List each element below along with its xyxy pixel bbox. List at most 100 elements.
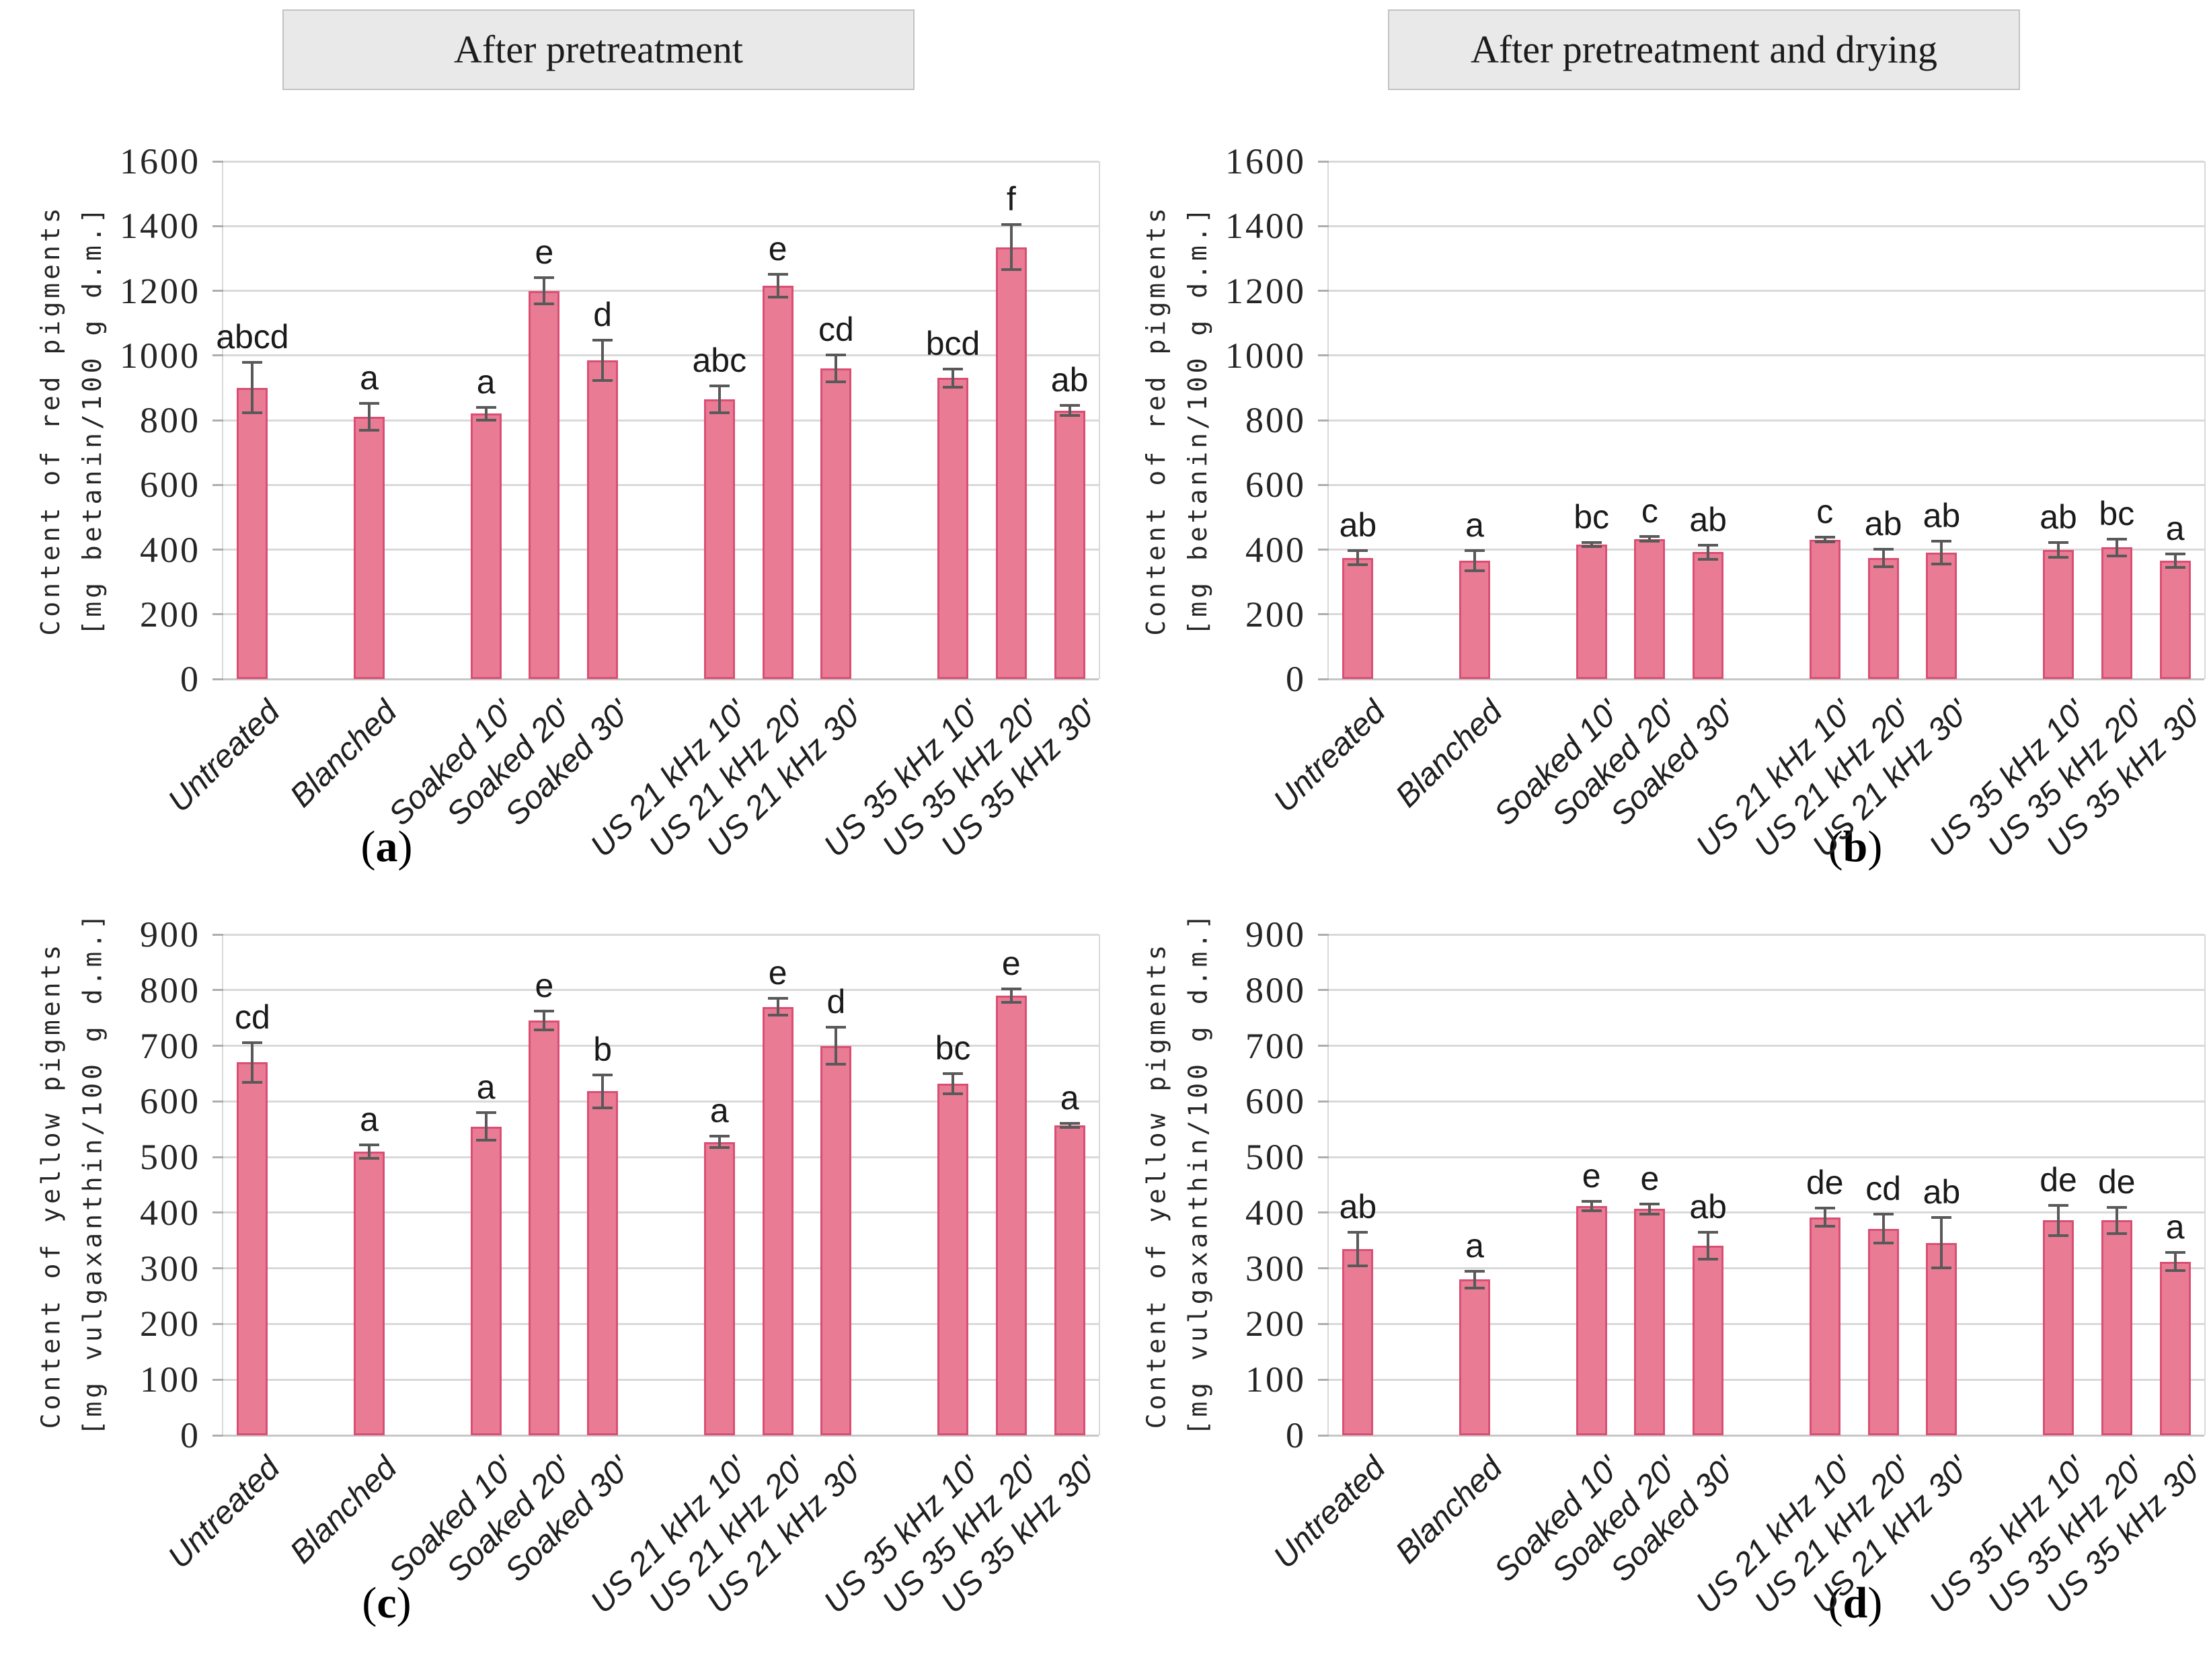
significance-letter: bc xyxy=(1574,498,1609,536)
error-bar-cap-top xyxy=(475,1111,496,1114)
gridline xyxy=(223,1267,1099,1270)
significance-letter: e xyxy=(1640,1159,1660,1197)
error-bar-cap-bottom xyxy=(592,378,613,382)
bar-us-35-khz-30 xyxy=(2159,560,2191,679)
error-bar xyxy=(543,1011,546,1031)
y-tick-label: 400 xyxy=(140,1192,200,1233)
gridline xyxy=(1329,1156,2204,1158)
error-bar xyxy=(1707,1232,1710,1259)
significance-letter: ab xyxy=(1864,505,1902,543)
y-tick-label: 1000 xyxy=(1225,335,1306,376)
error-bar-cap-bottom xyxy=(359,429,379,432)
bar-us-21-khz-30 xyxy=(1926,1242,1957,1435)
error-bar xyxy=(1590,543,1593,547)
error-bar-cap-bottom xyxy=(359,1156,379,1160)
axis-baseline xyxy=(223,678,1099,680)
error-bar-cap-bottom xyxy=(1001,268,1021,272)
error-bar-cap-bottom xyxy=(592,1107,613,1110)
plot-area: cd a a e b a e d bc e a xyxy=(212,933,1100,1437)
bar-us-21-khz-10 xyxy=(703,1142,735,1435)
y-tick-label: 100 xyxy=(1245,1359,1306,1400)
bar-soaked-10 xyxy=(470,1126,502,1435)
gridline xyxy=(223,225,1099,227)
bar-us-21-khz-30 xyxy=(820,1045,852,1435)
error-bar-cap-top xyxy=(1348,1230,1368,1234)
error-bar-cap-top xyxy=(1059,404,1080,407)
error-bar-cap-top xyxy=(1931,1216,1952,1219)
caption-paren-close: ) xyxy=(396,1578,412,1628)
axis-tick xyxy=(1318,160,1329,163)
axis-tick xyxy=(212,1156,223,1158)
gridline xyxy=(1329,549,2204,551)
axis-baseline xyxy=(223,1434,1099,1437)
significance-letter: cd xyxy=(235,998,270,1036)
bar-blanched xyxy=(354,417,385,679)
significance-letter: a xyxy=(1465,506,1484,545)
error-bar-cap-top xyxy=(709,1135,730,1138)
error-bar-cap-bottom xyxy=(475,1139,496,1142)
error-bar-cap-top xyxy=(1581,1199,1602,1203)
y-tick-label: 800 xyxy=(140,969,200,1010)
error-bar xyxy=(1473,551,1476,571)
caption-paren-open: ( xyxy=(360,822,376,871)
y-tick-label: 0 xyxy=(1286,659,1306,699)
error-bar-cap-top xyxy=(475,405,496,409)
significance-letter: bc xyxy=(2099,494,2135,532)
bar-untreated xyxy=(1342,1248,1374,1435)
axis-tick xyxy=(212,419,223,422)
bar-soaked-20 xyxy=(529,290,560,679)
axis-tick xyxy=(212,989,223,992)
bar-us-35-khz-20 xyxy=(2101,1220,2132,1435)
y-tick-label: 200 xyxy=(140,594,200,635)
axis-tick xyxy=(212,1378,223,1381)
axis-tick xyxy=(1318,1434,1329,1437)
bar-soaked-10 xyxy=(1576,1205,1607,1435)
caption-paren-open: ( xyxy=(362,1578,377,1628)
gridline xyxy=(223,1156,1099,1158)
y-tick-label: 800 xyxy=(1245,400,1306,440)
axis-tick xyxy=(212,1267,223,1270)
bar-us-21-khz-20 xyxy=(1867,558,1899,679)
error-bar-cap-top xyxy=(1814,535,1835,538)
significance-letter: e xyxy=(1582,1156,1601,1195)
error-bar-cap-bottom xyxy=(1639,1212,1660,1215)
x-category-label: Untreated xyxy=(161,1450,287,1576)
axis-tick xyxy=(212,933,223,936)
error-bar-cap-top xyxy=(943,367,963,370)
bar-us-21-khz-30 xyxy=(820,368,852,679)
plot-area: ab a bc c ab c ab ab ab bc a xyxy=(1318,160,2206,680)
bar-soaked-30 xyxy=(1693,1245,1724,1435)
axis-tick xyxy=(1318,225,1329,227)
error-bar xyxy=(1707,545,1710,559)
panel-caption: (b) xyxy=(1801,822,1909,873)
gridline xyxy=(223,1100,1099,1103)
y-tick-label: 500 xyxy=(140,1137,200,1178)
gridline xyxy=(223,483,1099,486)
error-bar-cap-top xyxy=(2165,1251,2185,1254)
error-bar xyxy=(835,1027,838,1064)
bar-soaked-20 xyxy=(1634,1209,1666,1435)
bar-us-21-khz-10 xyxy=(703,399,735,679)
gridline xyxy=(1329,989,2204,992)
y-tick-label: 600 xyxy=(140,465,200,506)
y-tick-label: 600 xyxy=(140,1081,200,1122)
error-bar-cap-top xyxy=(1059,1121,1080,1125)
bar-us-21-khz-20 xyxy=(1867,1228,1899,1435)
y-tick-label: 800 xyxy=(140,400,200,440)
y-tick-label: 900 xyxy=(140,914,200,955)
error-bar-cap-top xyxy=(1581,541,1602,545)
significance-letter: e xyxy=(535,233,554,272)
panel-caption: (a) xyxy=(333,822,440,873)
bar-us-21-khz-10 xyxy=(1809,539,1840,679)
error-bar xyxy=(776,998,779,1016)
y-axis-title-line1: Content of red pigments xyxy=(36,204,65,636)
error-bar-cap-bottom xyxy=(1581,545,1602,549)
axis-tick xyxy=(212,354,223,357)
significance-letter: abc xyxy=(692,341,747,379)
panel-c: Content of yellow pigments [mg vulgaxant… xyxy=(0,826,1106,1652)
caption-paren-close: ) xyxy=(1867,822,1883,871)
error-bar-cap-top xyxy=(767,997,788,1000)
significance-letter: ab xyxy=(1339,506,1377,545)
gridline xyxy=(223,1045,1099,1047)
caption-paren-close: ) xyxy=(397,822,413,871)
